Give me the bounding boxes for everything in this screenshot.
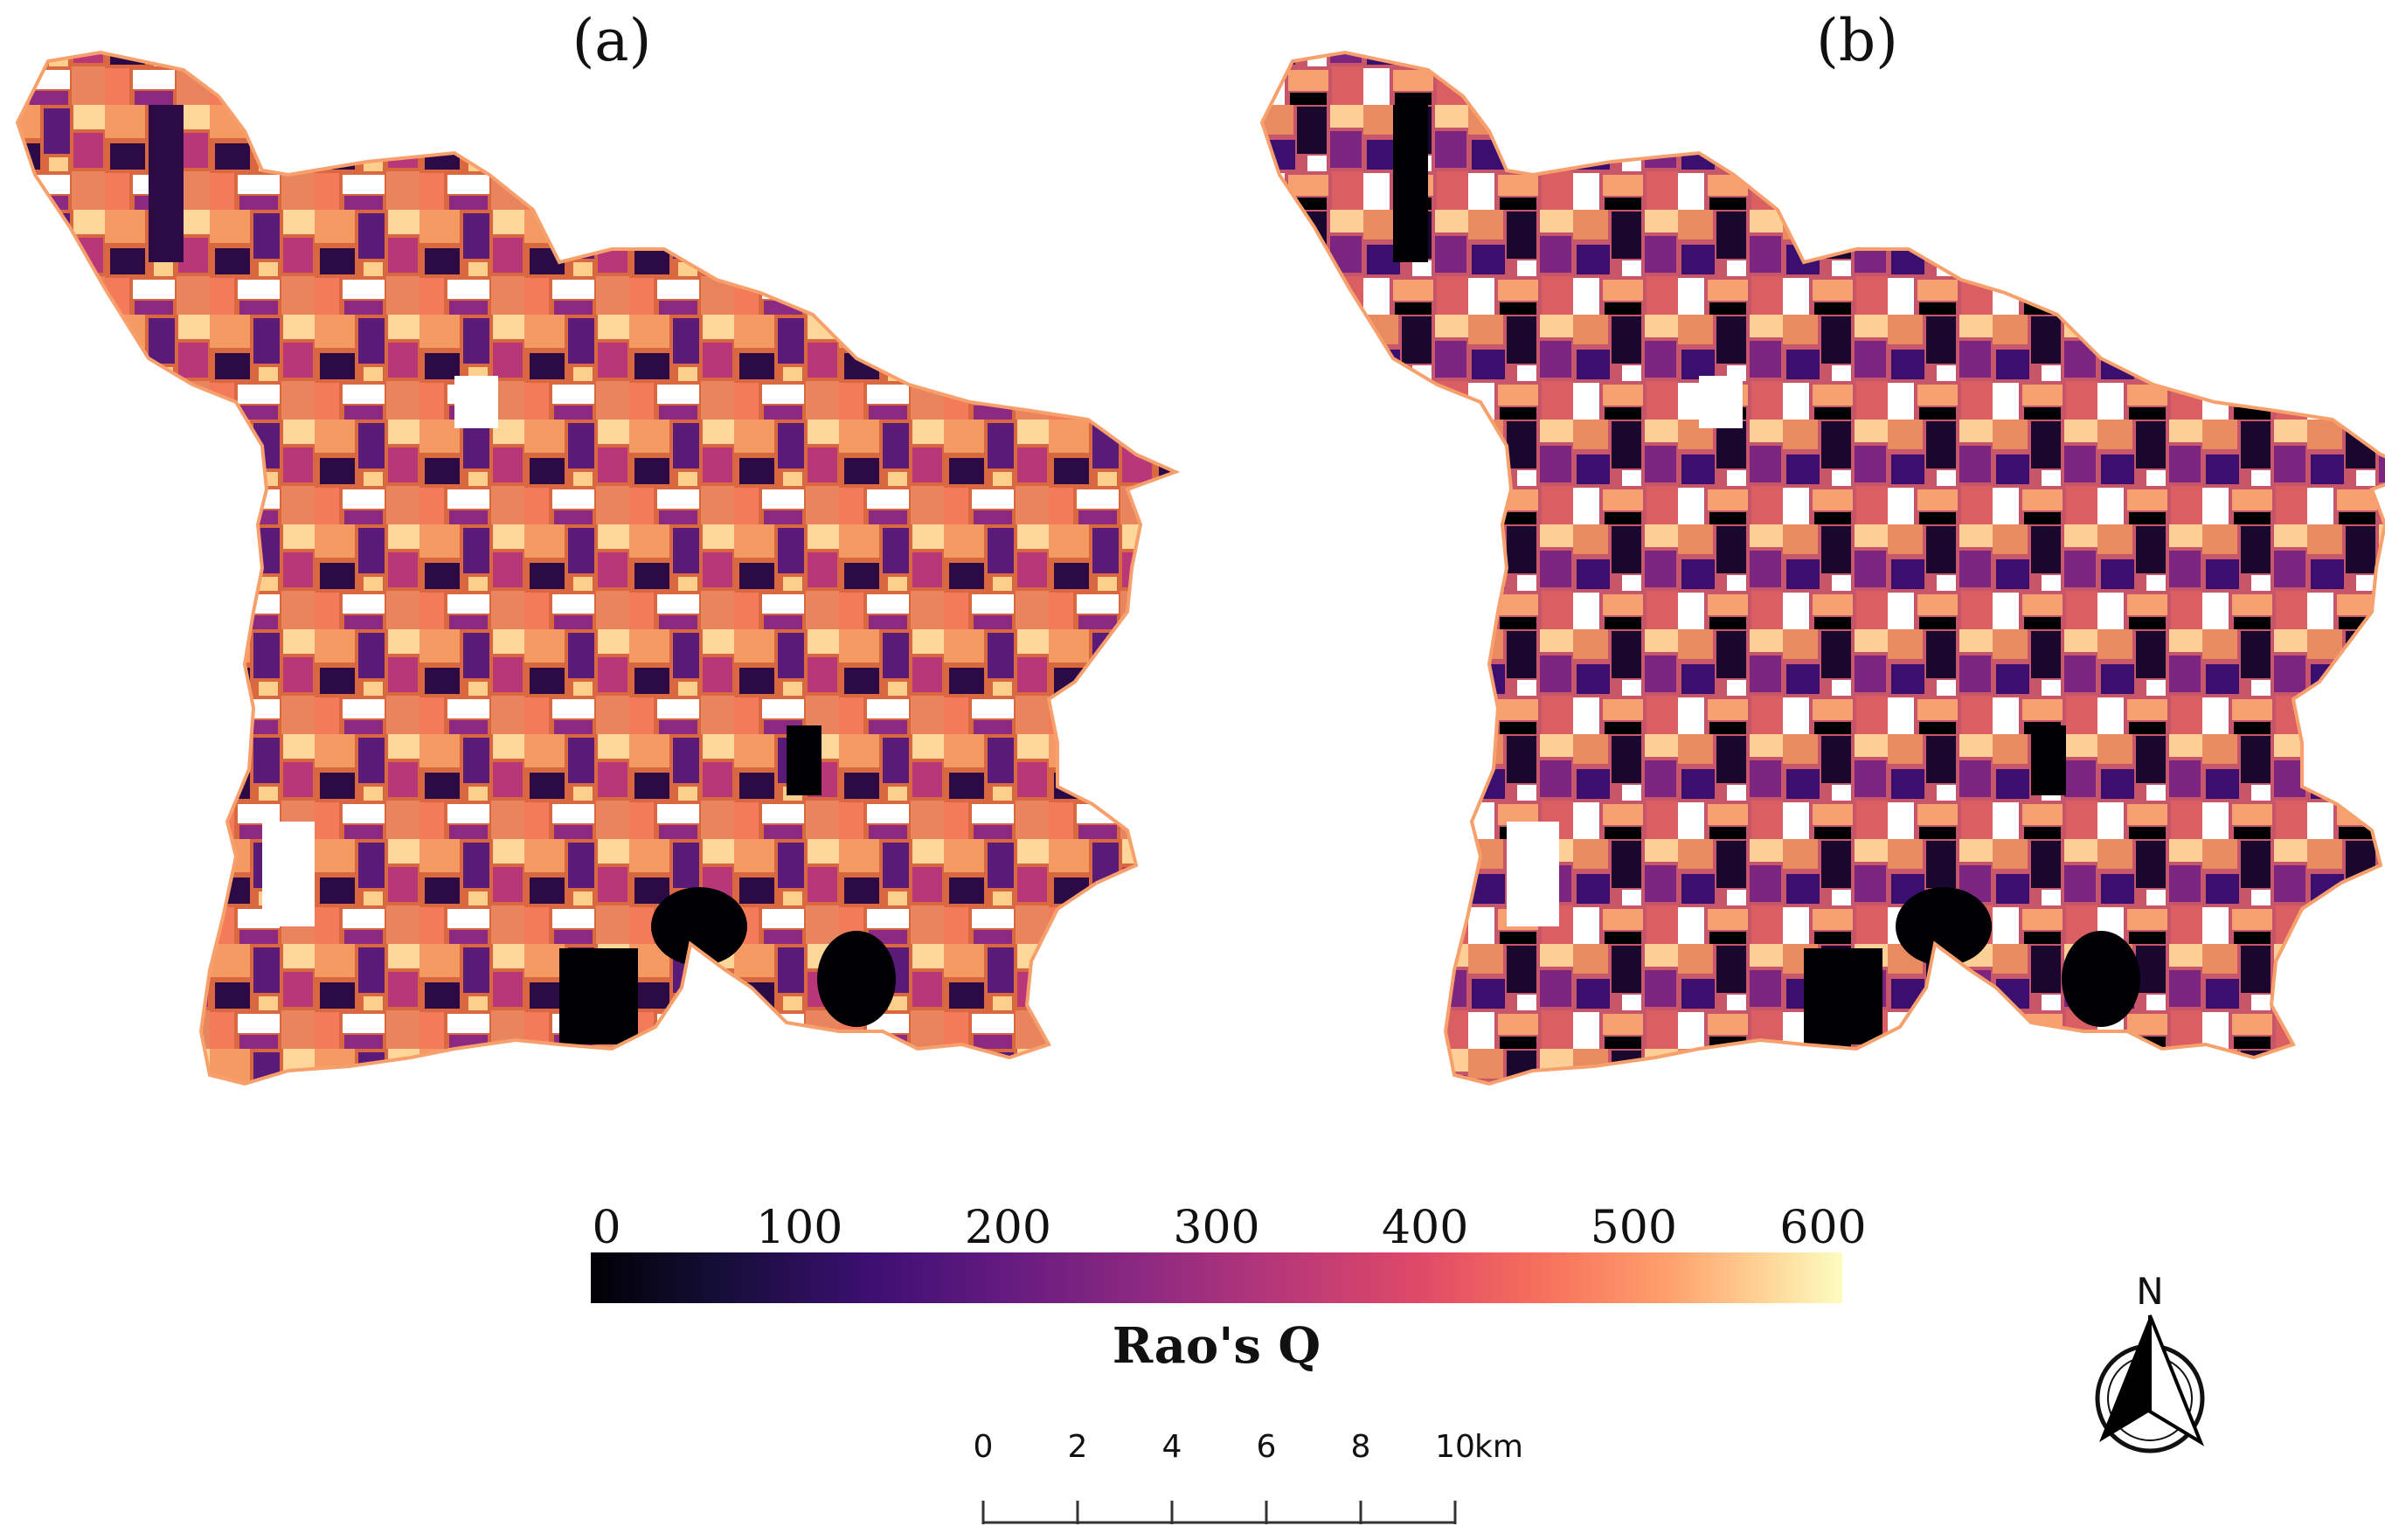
panel-label-b: (b) (1816, 7, 1898, 74)
colorbar (591, 1252, 1842, 1303)
colorbar-tick-3: 300 (1173, 1202, 1260, 1254)
north-letter: N (2136, 1270, 2163, 1313)
scale-bar-unit: km (1474, 1429, 1523, 1465)
scale-bar-line (981, 1501, 1457, 1524)
colorbar-tick-0: 0 (592, 1202, 621, 1254)
scale-bar-tick-4: 8 (1350, 1429, 1371, 1465)
colorbar-tick-5: 500 (1590, 1202, 1677, 1254)
scale-bar-tick-0: 0 (973, 1429, 994, 1465)
north-arrow: N (2080, 1267, 2220, 1460)
scale-bar-tick-1: 2 (1067, 1429, 1088, 1465)
scale-bar-tick-3: 6 (1256, 1429, 1277, 1465)
colorbar-title: Rao's Q (1112, 1317, 1321, 1375)
map-panel-b (1262, 52, 2385, 1084)
scale-bar-tick-2: 4 (1161, 1429, 1182, 1465)
map-panel-a (17, 52, 1175, 1084)
scale-bar-tick-5: 10 (1435, 1429, 1475, 1465)
compass-icon: N (2095, 1270, 2205, 1453)
raster-maps (16, 51, 2385, 1086)
colorbar-tick-1: 100 (756, 1202, 843, 1254)
panel-label-a: (a) (572, 7, 652, 74)
colorbar-legend: 0 100 200 300 400 500 600 Rao's Q (591, 1202, 1867, 1412)
colorbar-tick-6: 600 (1779, 1202, 1867, 1254)
colorbar-tick-4: 400 (1382, 1202, 1469, 1254)
colorbar-tick-2: 200 (964, 1202, 1051, 1254)
scale-bar: 0 2 4 6 8 10 km (961, 1429, 1573, 1534)
